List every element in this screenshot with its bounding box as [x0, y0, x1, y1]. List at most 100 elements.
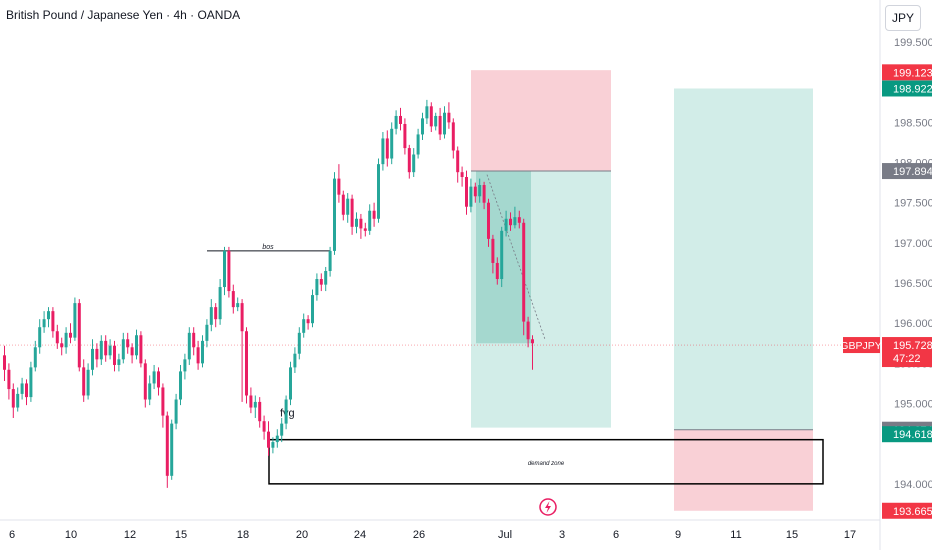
candle-body	[280, 423, 284, 436]
x-tick-label: 18	[237, 529, 249, 541]
candle	[11, 383, 15, 418]
candle-body	[425, 106, 429, 119]
price-tag: 199.123	[882, 64, 932, 81]
candle-body	[482, 185, 486, 203]
candle-body	[91, 348, 94, 370]
candle-body	[231, 291, 235, 308]
demand-zone-box	[268, 438, 824, 485]
candle-body	[183, 359, 187, 372]
candle	[500, 226, 504, 288]
candle-body	[51, 311, 55, 332]
candle	[7, 363, 11, 400]
candle-body	[438, 115, 442, 135]
y-tick-label: 195.000	[894, 399, 932, 411]
candle	[196, 340, 200, 370]
candle-body	[275, 435, 279, 443]
candle-body	[60, 343, 64, 348]
candle	[227, 246, 231, 298]
candle-body	[192, 332, 196, 348]
x-tick-label: 15	[786, 529, 798, 541]
candle	[478, 178, 482, 203]
candle	[451, 118, 455, 159]
candle	[355, 212, 358, 234]
candle	[381, 132, 385, 171]
candle	[526, 316, 530, 348]
candle-body	[363, 228, 367, 231]
candle	[152, 364, 156, 390]
candle-body	[377, 164, 380, 219]
candle	[82, 359, 86, 402]
candle-body	[509, 218, 512, 226]
candle-body	[187, 332, 191, 360]
candle-body	[346, 198, 350, 215]
symbol-tag-label: GBPJPY	[840, 340, 881, 352]
candle-body	[47, 311, 50, 320]
currency-button[interactable]: JPY	[885, 5, 921, 31]
candle-body	[38, 327, 42, 348]
candle	[390, 122, 394, 165]
candle-body	[289, 367, 292, 400]
candle-body	[451, 122, 455, 151]
candle	[183, 353, 187, 380]
candle	[25, 379, 28, 406]
candle	[130, 343, 134, 364]
candle	[416, 128, 420, 159]
candle	[126, 332, 130, 354]
candle	[359, 213, 363, 239]
candle-body	[201, 340, 204, 364]
long-stop-zone	[674, 429, 813, 511]
x-tick-label: 9	[675, 529, 681, 541]
candle-body	[223, 250, 226, 288]
candle-body	[293, 353, 297, 368]
candle-body	[86, 369, 90, 396]
y-tick-label: 197.000	[894, 238, 932, 250]
candle-body	[82, 367, 86, 396]
candle	[240, 299, 244, 402]
candle-body	[531, 339, 534, 344]
candle-body	[165, 415, 169, 476]
candle	[372, 202, 376, 227]
candle-body	[113, 345, 116, 365]
candle-body	[148, 383, 152, 400]
candle	[302, 313, 306, 338]
candle-body	[253, 401, 257, 408]
candle-body	[64, 332, 68, 348]
x-tick-label: 24	[354, 529, 366, 541]
candle	[3, 345, 6, 382]
candle-body	[121, 339, 125, 360]
candle	[64, 327, 68, 354]
candle-body	[337, 178, 341, 195]
candle-body	[33, 347, 37, 368]
x-tick-label: 11	[730, 529, 741, 541]
candle-body	[385, 138, 389, 159]
candle	[341, 190, 345, 221]
bos-label: bos	[262, 244, 274, 251]
lightning-icon	[539, 498, 557, 516]
chart-title: British Pound / Japanese Yen · 4h · OAND…	[6, 8, 241, 22]
candle	[117, 353, 121, 372]
candle-body	[407, 148, 411, 173]
candle-body	[517, 217, 521, 223]
y-tick-label: 196.500	[894, 278, 932, 290]
price-tag-bg	[882, 64, 932, 81]
candle	[38, 319, 42, 354]
candle	[289, 361, 292, 406]
candle-body	[262, 421, 266, 432]
x-tick-label: 10	[65, 529, 77, 541]
candle	[174, 393, 178, 430]
x-tick-label: Jul	[498, 529, 512, 541]
candle-body	[16, 393, 20, 408]
candle	[29, 361, 33, 402]
candle	[421, 112, 424, 141]
price-tag-value: 195.728	[893, 340, 932, 352]
candle	[201, 335, 204, 368]
candle	[104, 335, 108, 362]
candle-body	[20, 383, 24, 394]
candle-body	[504, 218, 508, 231]
candle-body	[77, 303, 81, 368]
candle	[51, 307, 55, 338]
candle	[253, 395, 257, 418]
